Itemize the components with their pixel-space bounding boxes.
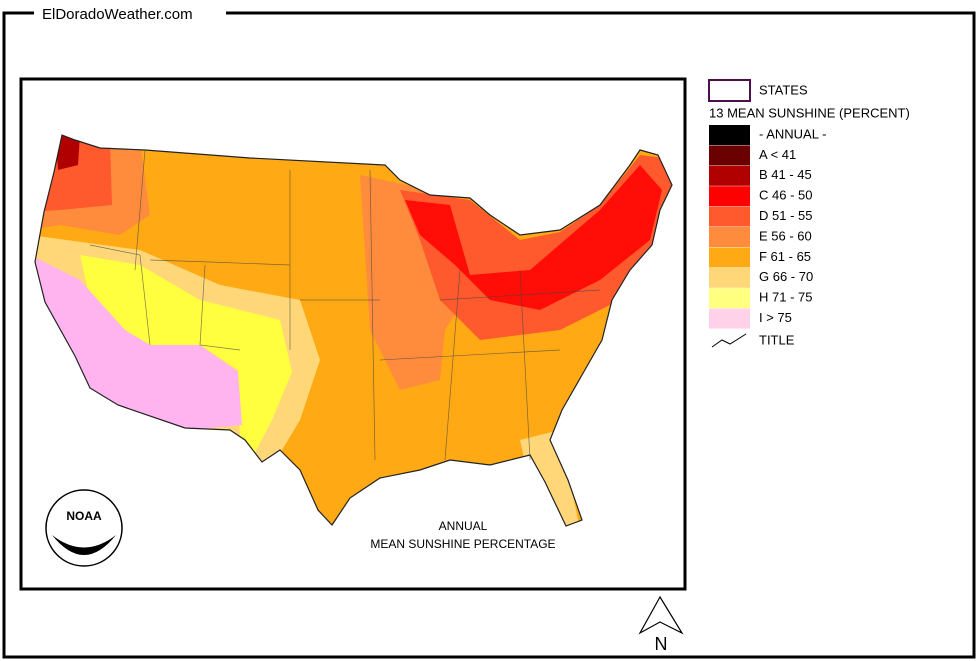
legend-swatch <box>709 186 750 207</box>
legend-swatch <box>709 165 750 186</box>
legend-label: E 56 - 60 <box>759 228 812 243</box>
legend-label: C 46 - 50 <box>759 188 812 203</box>
legend-label: I > 75 <box>759 310 792 325</box>
legend-label: H 71 - 75 <box>759 290 812 305</box>
legend-swatch <box>709 227 750 247</box>
title-backing <box>34 4 226 24</box>
legend-swatch <box>709 145 750 166</box>
legend-label: TITLE <box>759 332 795 347</box>
legend-label: D 51 - 55 <box>759 208 812 223</box>
legend-heading: 13 MEAN SUNSHINE (PERCENT) <box>709 105 910 120</box>
legend-label: F 61 - 65 <box>759 249 811 264</box>
legend-label: A < 41 <box>759 147 796 162</box>
site-title: ElDoradoWeather.com <box>42 6 193 23</box>
legend-swatch <box>709 308 750 329</box>
zone-h <box>80 255 292 458</box>
legend-label: - ANNUAL - <box>759 126 826 141</box>
north-arrow-shape <box>638 595 684 635</box>
north-label: N <box>655 634 668 654</box>
map-caption: ANNUAL <box>439 519 488 533</box>
legend-label: G 66 - 70 <box>759 269 813 284</box>
legend-swatch <box>709 125 750 145</box>
outer-frame <box>2 11 976 659</box>
noaa-logo-bird <box>52 535 116 555</box>
north-arrow: N <box>638 595 684 654</box>
map-caption: MEAN SUNSHINE PERCENTAGE <box>370 537 555 551</box>
legend-swatch <box>709 247 750 268</box>
state-lines <box>89 149 601 461</box>
legend: STATES 13 MEAN SUNSHINE (PERCENT) - ANNU… <box>708 79 910 348</box>
legend-label: STATES <box>759 82 808 97</box>
title-icon <box>711 333 747 348</box>
legend-swatch <box>709 206 750 227</box>
legend-swatch <box>709 267 750 288</box>
map: NOAA ANNUAL MEAN SUNSHINE PERCENTAGE <box>19 77 687 591</box>
legend-swatch <box>709 288 750 309</box>
noaa-logo-text: NOAA <box>66 509 102 523</box>
legend-label: B 41 - 45 <box>759 167 812 182</box>
states-swatch <box>708 79 751 102</box>
zone-c <box>405 165 662 310</box>
